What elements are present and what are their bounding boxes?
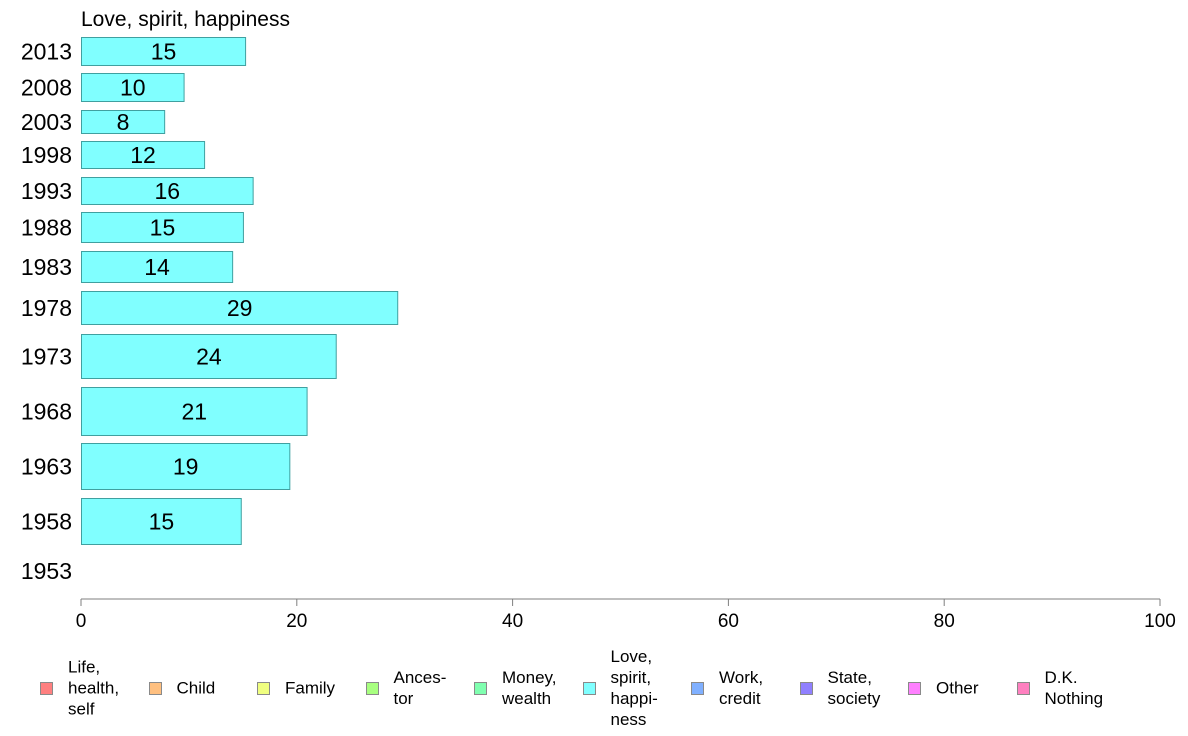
bar-1993 — [81, 177, 254, 205]
legend-item: D.K. Nothing — [977, 640, 1103, 736]
legend-swatch — [365, 682, 379, 695]
legend-item: Love, spirit, happi- ness — [543, 640, 658, 736]
legend-item: State, society — [760, 640, 880, 736]
bar-2003 — [81, 110, 166, 134]
x-tick-label: 60 — [718, 611, 739, 632]
legend-label: Work, credit — [719, 668, 764, 708]
legend-item: Money, wealth — [434, 640, 557, 736]
legend-label: Family — [285, 678, 336, 698]
legend-label: Child — [176, 678, 216, 698]
y-tick-label: 1958 — [21, 509, 72, 535]
data-label: 19 — [173, 454, 199, 480]
bar-1998 — [81, 141, 206, 169]
legend-item: Work, credit — [651, 640, 763, 736]
bar-1963 — [81, 443, 291, 490]
x-tick-label: 40 — [502, 611, 523, 632]
data-label: 8 — [117, 109, 130, 135]
y-tick-label: 1998 — [21, 142, 72, 168]
data-label: 12 — [130, 142, 156, 168]
legend-label: State, society — [827, 668, 881, 708]
y-tick-label: 1963 — [21, 454, 72, 480]
data-label: 14 — [144, 254, 170, 280]
legend-label: Money, wealth — [502, 668, 557, 708]
data-label: 29 — [227, 295, 253, 321]
y-tick-label: 2013 — [21, 39, 72, 65]
legend-label: Life, health, self — [68, 657, 120, 719]
legend-swatch — [148, 682, 162, 695]
data-label: 10 — [120, 75, 146, 101]
legend-swatch — [582, 682, 596, 695]
bar-1988 — [81, 212, 244, 243]
legend-swatch — [474, 682, 487, 695]
y-tick-label: 1953 — [21, 558, 72, 584]
legend-item: Ances- tor — [326, 640, 446, 736]
bar-1958 — [81, 498, 242, 545]
data-label: 15 — [149, 509, 175, 535]
legend-swatch — [1016, 682, 1030, 695]
legend-swatch — [691, 682, 704, 695]
legend-swatch — [257, 682, 270, 695]
y-tick-label: 1973 — [21, 344, 72, 370]
y-axis-labels: 2013 2008 2003 1998 1993 1988 1983 1978 1973 1968… — [21, 39, 72, 585]
bar-1983 — [81, 251, 234, 283]
x-tick-label: 80 — [934, 611, 955, 632]
bar-1968 — [81, 387, 308, 436]
legend-swatch — [40, 682, 53, 695]
x-tick-label: 20 — [286, 611, 307, 632]
bar-1978 — [81, 291, 399, 325]
x-tick-label: 100 — [1144, 611, 1176, 632]
legend-swatch — [908, 682, 921, 695]
y-tick-label: 1978 — [21, 295, 72, 321]
y-tick-label: 1983 — [21, 254, 72, 280]
bar-2013 — [81, 37, 247, 66]
y-tick-label: 2003 — [21, 109, 72, 135]
legend-item: Family — [217, 640, 335, 736]
x-tick-label: 0 — [76, 611, 87, 632]
bar-1973 — [81, 334, 337, 379]
legend-label: D.K. Nothing — [1044, 668, 1104, 708]
bar-chart: Love, spirit, happiness 1510812161514292… — [21, 8, 1176, 632]
chart-title: Love, spirit, happiness — [81, 8, 290, 31]
data-label: 16 — [155, 178, 181, 204]
legend-label: Love, spirit, happi- ness — [610, 647, 658, 729]
legend-swatch — [799, 682, 813, 695]
x-axis: 0 20 40 60 80 100 — [76, 598, 1176, 632]
legend-item: Child — [109, 640, 217, 736]
data-label: 15 — [151, 39, 177, 65]
legend-item: Life, health, self — [0, 640, 119, 736]
y-tick-label: 1968 — [21, 399, 72, 425]
legend-label: Ances- tor — [393, 668, 447, 708]
y-tick-label: 1988 — [21, 215, 72, 241]
legend: Life, health, self Child Family Ances- tor M… — [0, 640, 1188, 736]
data-label: 21 — [181, 399, 207, 425]
bar-2008 — [81, 73, 185, 102]
data-label: 15 — [150, 215, 176, 241]
y-tick-label: 2008 — [21, 75, 72, 101]
y-tick-label: 1993 — [21, 178, 72, 204]
legend-item: Other — [868, 640, 979, 736]
legend-label: Other — [936, 678, 979, 698]
data-label: 24 — [196, 344, 222, 370]
